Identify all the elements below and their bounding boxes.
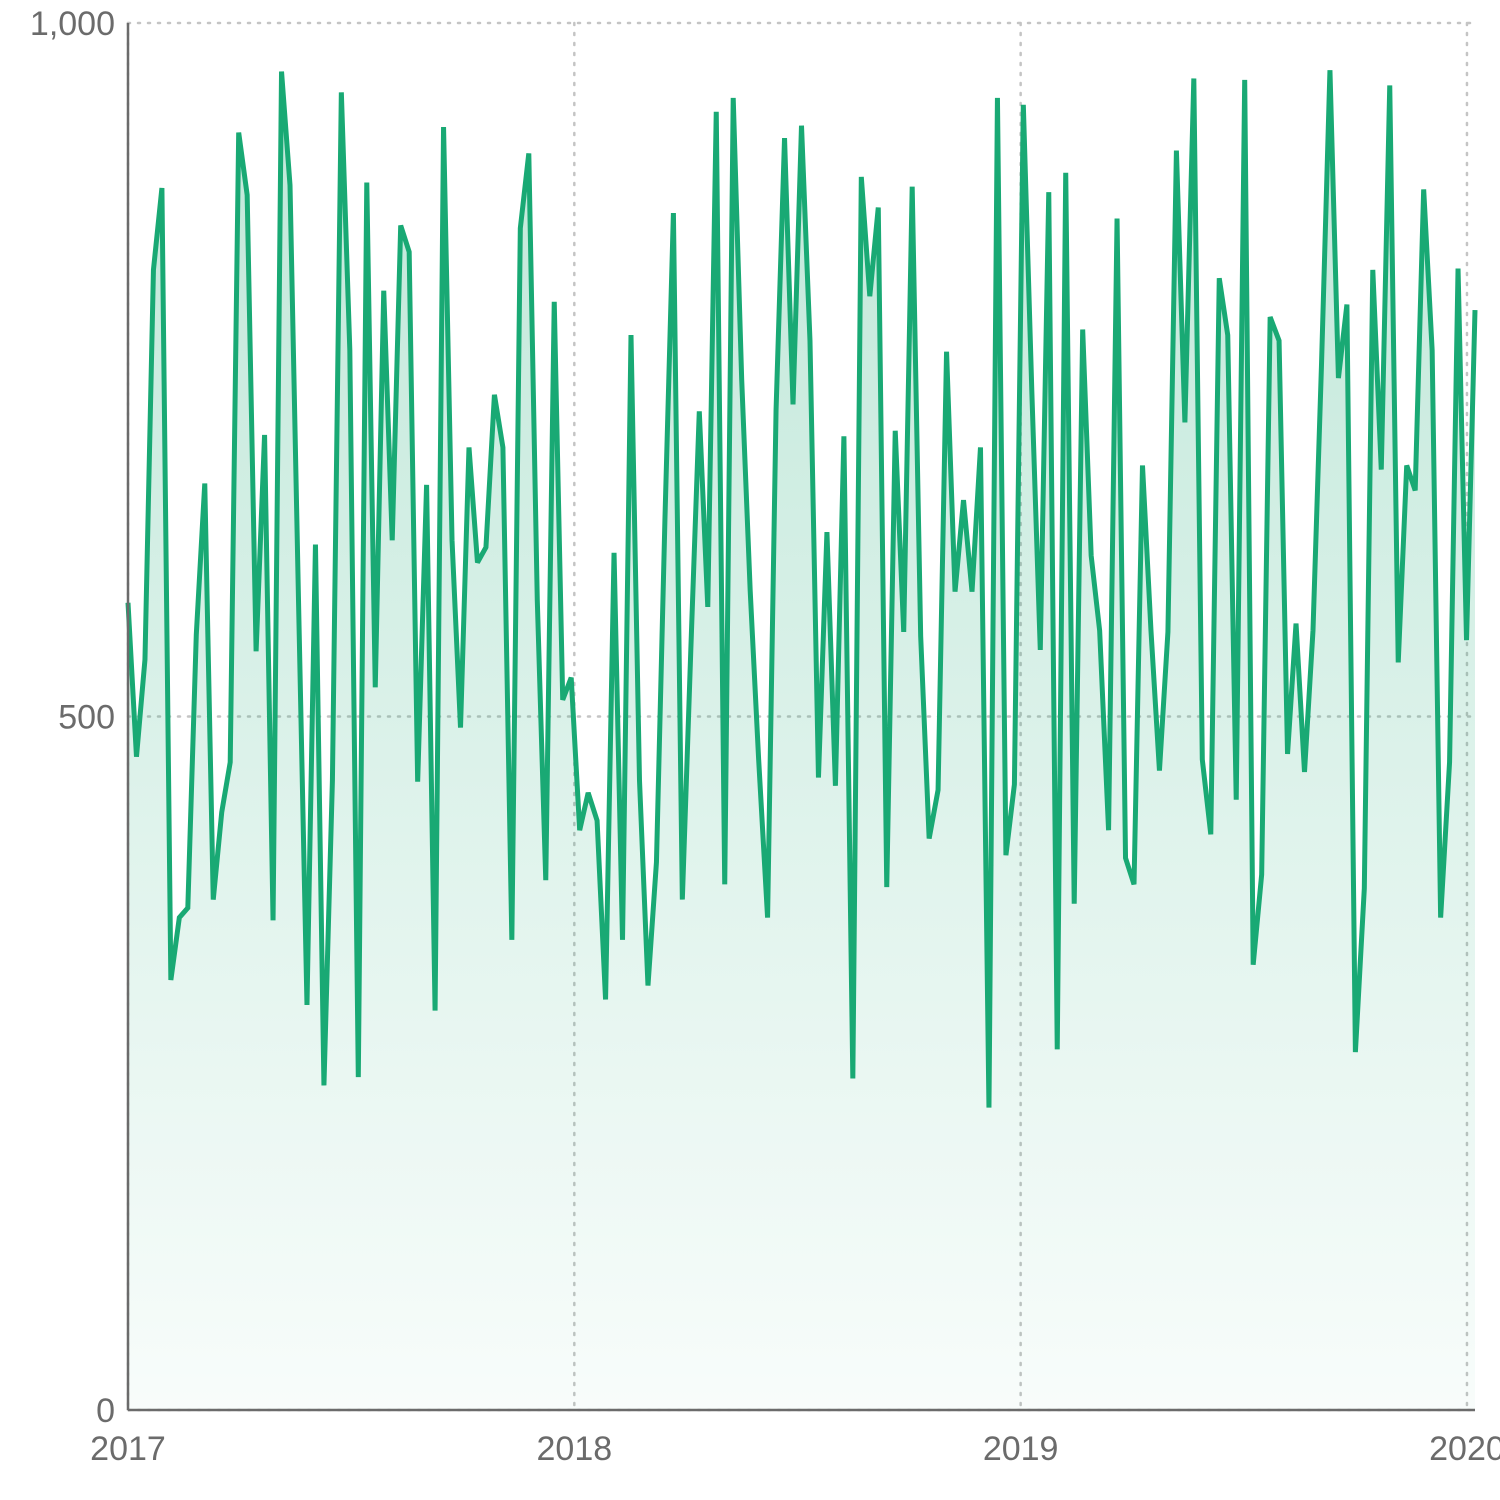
y-tick-label: 500 xyxy=(58,699,115,737)
area-fill xyxy=(128,70,1475,1410)
x-tick-label: 2019 xyxy=(983,1430,1059,1468)
line xyxy=(125,70,1478,1108)
plot xyxy=(125,70,1478,1410)
y-tick-label: 1,000 xyxy=(30,5,115,43)
x-tick-label: 2017 xyxy=(90,1430,166,1468)
tick-labels: 0 500 1,000 2017 2018 2019 2020 xyxy=(30,5,1500,1468)
x-tick-label: 2018 xyxy=(537,1430,613,1468)
y-tick-label: 0 xyxy=(96,1392,115,1430)
x-tick-label: 2020 xyxy=(1429,1430,1500,1468)
